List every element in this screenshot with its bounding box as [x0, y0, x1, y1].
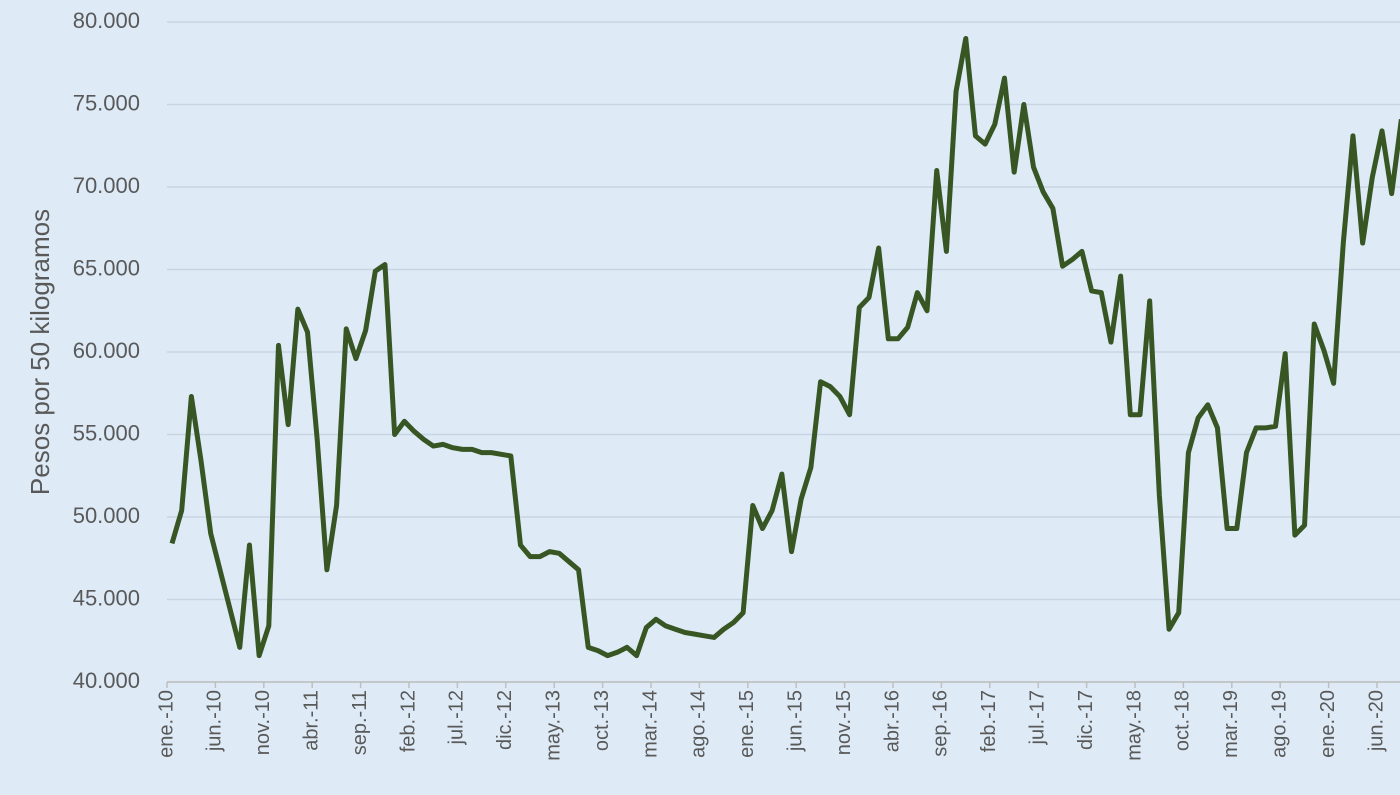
x-tick-label: jul.-12 — [446, 690, 468, 745]
x-tick-label: jun.-10 — [204, 690, 226, 752]
x-tick-label: mar.-14 — [639, 690, 661, 758]
x-tick-label: nov.-15 — [833, 690, 855, 755]
y-tick-label: 80.000 — [73, 8, 140, 33]
x-tick-label: ene.-10 — [155, 690, 177, 758]
x-tick-label: ago.-14 — [688, 690, 710, 758]
y-tick-label: 40.000 — [73, 668, 140, 693]
y-tick-label: 65.000 — [73, 255, 140, 280]
x-tick-label: dic.-12 — [494, 690, 516, 750]
x-tick-label: ene.-15 — [736, 690, 758, 758]
x-tick-label: dic.-17 — [1075, 690, 1097, 750]
y-axis-title: Pesos por 50 kilogramos — [25, 209, 55, 495]
y-tick-label: 45.000 — [73, 585, 140, 610]
x-tick-label: jun.-20 — [1365, 690, 1387, 752]
x-tick-label: feb.-12 — [397, 690, 419, 752]
x-tick-label: abr.-11 — [300, 690, 322, 751]
x-tick-label: mar.-19 — [1220, 690, 1242, 758]
x-tick-label: jun.-15 — [784, 690, 806, 752]
x-tick-label: sep.-11 — [349, 690, 371, 755]
x-tick-label: ene.-20 — [1317, 690, 1339, 758]
x-tick-label: may.-13 — [542, 690, 564, 761]
x-tick-label: oct.-13 — [591, 690, 613, 751]
x-tick-label: jul.-17 — [1026, 690, 1048, 745]
x-tick-label: sep.-16 — [930, 690, 952, 757]
x-tick-label: abr.-16 — [881, 690, 903, 752]
x-tick-label: ago.-19 — [1268, 690, 1290, 758]
y-tick-label: 55.000 — [73, 420, 140, 445]
x-tick-label: feb.-17 — [978, 690, 1000, 752]
x-tick-label: oct.-18 — [1172, 690, 1194, 751]
x-tick-label: may.-18 — [1123, 690, 1145, 761]
x-tick-label: nov.-10 — [252, 690, 274, 755]
y-tick-label: 50.000 — [73, 503, 140, 528]
y-tick-label: 70.000 — [73, 173, 140, 198]
y-tick-label: 60.000 — [73, 338, 140, 363]
data-line — [169, 36, 1400, 659]
y-tick-label: 75.000 — [73, 90, 140, 115]
